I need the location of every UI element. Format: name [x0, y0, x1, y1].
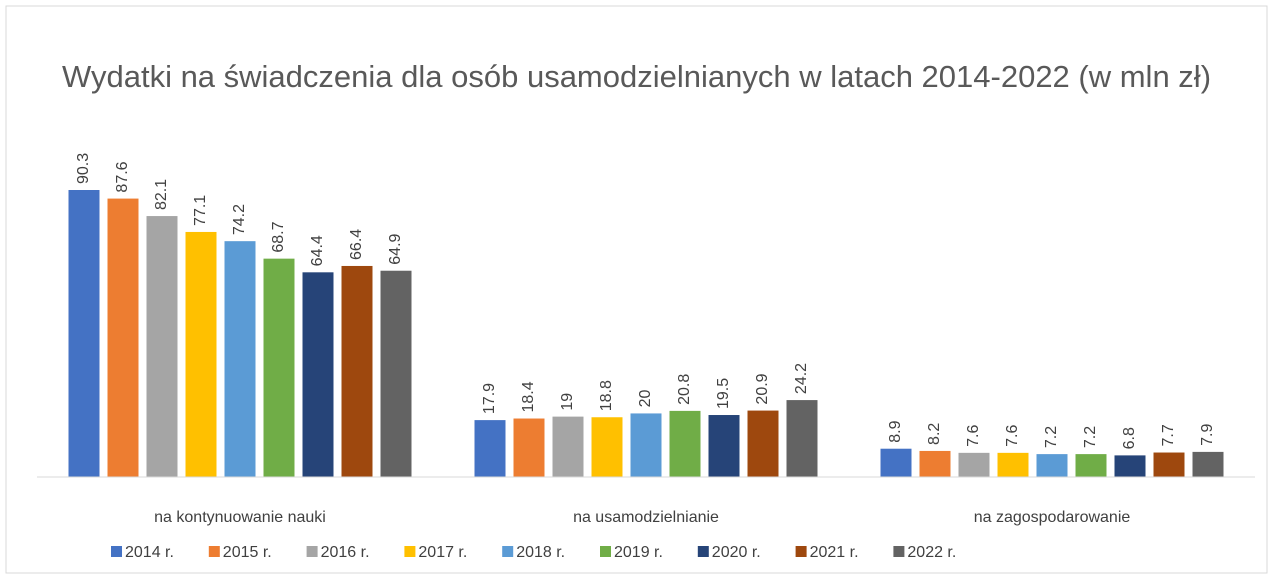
data-label: 82.1: [153, 179, 170, 210]
data-label: 6.8: [1121, 427, 1138, 449]
data-label: 20.8: [676, 374, 693, 405]
data-label: 8.2: [926, 423, 943, 445]
data-label: 7.6: [1004, 425, 1021, 447]
data-label: 7.6: [965, 425, 982, 447]
legend-swatch: [795, 546, 807, 557]
data-label: 7.7: [1160, 424, 1177, 446]
legend-label: 2014 r.: [125, 544, 174, 561]
legend-swatch: [893, 546, 905, 557]
legend-swatch: [306, 546, 318, 557]
bar: [708, 415, 740, 477]
bar: [1153, 452, 1185, 477]
data-label: 87.6: [114, 161, 131, 192]
bar: [513, 418, 545, 477]
data-label: 18.8: [598, 380, 615, 411]
data-label: 7.9: [1199, 424, 1216, 446]
data-label: 20: [637, 390, 654, 408]
bar: [786, 400, 818, 477]
data-label: 20.9: [754, 373, 771, 404]
bar: [107, 198, 139, 477]
data-label: 90.3: [75, 153, 92, 184]
bar: [380, 270, 412, 477]
data-label: 19: [559, 393, 576, 411]
legend-swatch: [111, 546, 122, 557]
bar: [224, 241, 256, 477]
bar: [1036, 454, 1068, 477]
legend-label: 2022 r.: [907, 544, 956, 561]
bar: [263, 258, 295, 477]
bar: [68, 190, 100, 477]
x-tick-label: na zagospodarowanie: [974, 509, 1131, 526]
data-label: 66.4: [348, 229, 365, 260]
bar: [341, 265, 373, 477]
bar: [146, 216, 178, 477]
legend-label: 2016 r.: [321, 544, 370, 561]
x-tick-label: na usamodzielnianie: [573, 509, 719, 526]
legend-swatch: [600, 546, 611, 557]
bar: [880, 448, 912, 477]
data-label: 19.5: [715, 378, 732, 409]
legend-label: 2015 r.: [223, 544, 272, 561]
data-label: 64.9: [387, 233, 404, 264]
bar: [474, 420, 506, 477]
data-label: 8.9: [887, 420, 904, 442]
bar: [552, 416, 584, 477]
bar: [1114, 455, 1146, 477]
data-label: 64.4: [309, 235, 326, 266]
bar: [669, 410, 701, 477]
data-label: 17.9: [481, 383, 498, 414]
x-tick-label: na kontynuowanie nauki: [154, 509, 326, 526]
data-label: 77.1: [192, 195, 209, 226]
chart-border: [5, 5, 1268, 574]
legend-swatch: [697, 546, 709, 557]
legend-label: 2019 r.: [614, 544, 663, 561]
bar: [302, 272, 334, 477]
bar: [630, 413, 662, 477]
bar: [958, 452, 990, 477]
legend-label: 2018 r.: [516, 544, 565, 561]
bar: [747, 410, 779, 477]
data-label: 74.2: [231, 204, 248, 235]
legend-label: 2020 r.: [712, 544, 761, 561]
chart-title: Wydatki na świadczenia dla osób usamodzi…: [61, 59, 1212, 94]
data-label: 7.2: [1043, 426, 1060, 448]
legend-swatch: [404, 546, 416, 557]
legend-swatch: [502, 546, 514, 557]
data-label: 24.2: [793, 363, 810, 394]
legend-label: 2017 r.: [418, 544, 467, 561]
data-label: 68.7: [270, 221, 287, 252]
legend-swatch: [208, 546, 220, 557]
legend-label: 2021 r.: [810, 544, 859, 561]
bar: [997, 452, 1029, 477]
bar: [185, 231, 217, 477]
bar: [1075, 454, 1107, 477]
data-label: 7.2: [1082, 426, 1099, 448]
bar: [1192, 451, 1224, 477]
bar: [591, 417, 623, 477]
bar: [919, 450, 951, 477]
data-label: 18.4: [520, 381, 537, 412]
